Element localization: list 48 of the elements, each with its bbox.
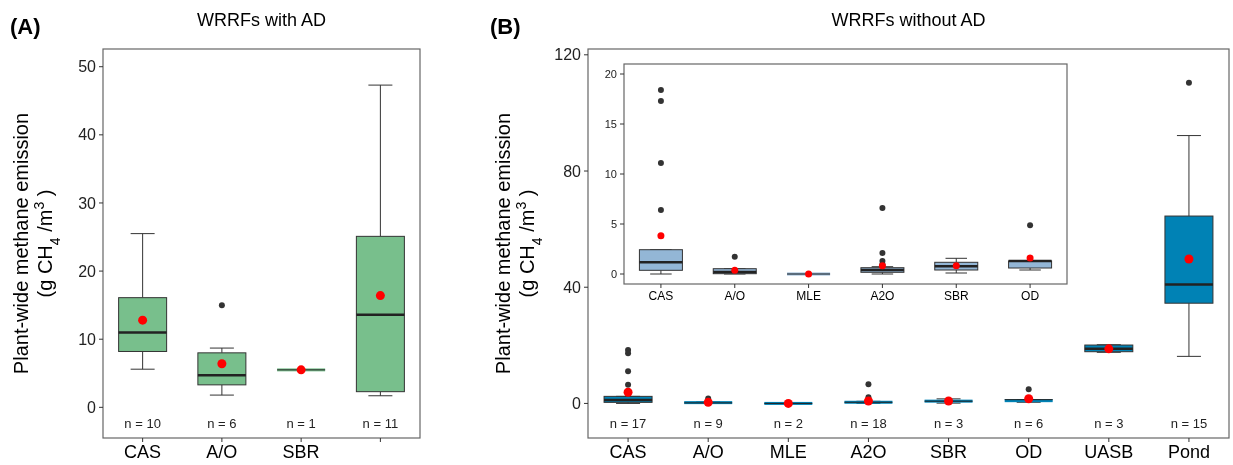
x-tick-label: SBR bbox=[282, 442, 320, 463]
x-tick-label: A/O bbox=[206, 442, 238, 463]
text: (A) bbox=[10, 14, 41, 39]
chart-title: WRRFs without AD bbox=[831, 10, 986, 30]
y-tick-label: 0 bbox=[87, 398, 97, 416]
y-tick-label: 0 bbox=[572, 395, 582, 413]
annotation: n = 3 bbox=[1094, 415, 1124, 431]
x-tick-label: CAS bbox=[609, 442, 647, 463]
y-tick-label: 0 bbox=[610, 267, 617, 280]
x-tick-label: A/O bbox=[724, 288, 746, 303]
x-tick-label: SBR bbox=[943, 288, 969, 303]
x-tick-label: A2O bbox=[870, 288, 895, 303]
y-tick-label: 40 bbox=[78, 126, 97, 144]
annotation: n = 9 bbox=[693, 415, 723, 431]
y-tick-label: 80 bbox=[563, 162, 582, 180]
y-tick-label: 10 bbox=[604, 167, 617, 180]
y-tick-label: 20 bbox=[78, 262, 97, 280]
x-tick-label: OD bbox=[1015, 442, 1043, 463]
x-tick-label: OD bbox=[1021, 288, 1040, 303]
y-tick-label: 120 bbox=[554, 46, 582, 64]
y-tick-label: 15 bbox=[604, 117, 617, 130]
x-tick-label: CAS bbox=[124, 442, 162, 463]
x-tick-label: CAS bbox=[648, 288, 674, 303]
x-tick-label: UASB bbox=[1084, 442, 1134, 463]
annotation: n = 6 bbox=[1014, 415, 1044, 431]
y-tick-label: 20 bbox=[604, 67, 617, 80]
annotation: n = 3 bbox=[933, 415, 964, 431]
annotation: n = 10 bbox=[124, 415, 161, 431]
x-tick-label: MLE bbox=[769, 442, 807, 463]
y-tick-label: 50 bbox=[78, 58, 97, 76]
text: (B) bbox=[490, 14, 521, 39]
x-tick-label: SBR bbox=[930, 442, 968, 463]
annotation: n = 17 bbox=[609, 415, 647, 431]
y-tick-label: 30 bbox=[78, 194, 97, 212]
y-tick-label: 40 bbox=[563, 278, 582, 296]
annotation: n = 18 bbox=[850, 415, 887, 431]
annotation: n = 6 bbox=[207, 415, 237, 431]
annotation: n = 2 bbox=[773, 415, 803, 431]
y-tick-label: 5 bbox=[610, 217, 617, 230]
x-tick-label: A2O bbox=[850, 442, 887, 463]
annotation: n = 1 bbox=[286, 415, 316, 431]
x-tick-label: MLE bbox=[796, 288, 821, 303]
chart-title: WRRFs with AD bbox=[196, 10, 327, 30]
annotation: n = 11 bbox=[362, 415, 399, 431]
annotation: n = 15 bbox=[1170, 415, 1208, 431]
x-tick-label: Pond bbox=[1167, 442, 1210, 463]
y-tick-label: 10 bbox=[78, 330, 97, 348]
x-tick-label: A/O bbox=[692, 442, 724, 463]
